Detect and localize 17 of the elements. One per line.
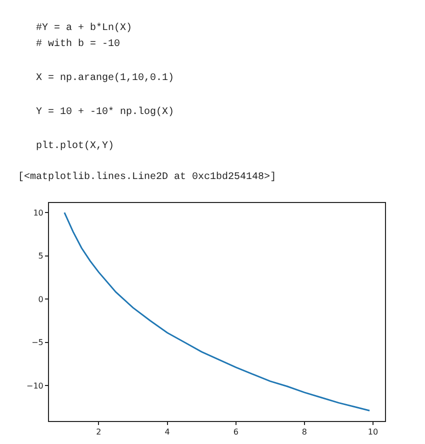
text: X = np.arange(1,10,0.1) (36, 72, 174, 84)
text: # with b = -10 (36, 38, 120, 50)
y-tick-label: 0 (38, 294, 44, 304)
y-tick-label: −10 (26, 381, 44, 390)
x-tick-label: 2 (96, 428, 102, 437)
text: #Y = a + b*Ln(X) (36, 22, 132, 34)
text: Y = 10 + -10* np.log(X) (36, 106, 174, 118)
y-tick-label: −5 (32, 338, 44, 348)
text: [<matplotlib.lines.Line2D at 0xc1bd254148>] (18, 171, 276, 183)
y-tick-label: 5 (38, 252, 44, 261)
x-tick-label: 4 (164, 428, 170, 437)
y-tick-label: 10 (33, 208, 44, 218)
line-series (64, 212, 370, 412)
x-tick-label: 8 (302, 428, 307, 437)
x-tick-label: 6 (233, 428, 238, 437)
text: plt.plot(X,Y) (36, 140, 114, 152)
x-tick-label: 10 (368, 428, 378, 437)
